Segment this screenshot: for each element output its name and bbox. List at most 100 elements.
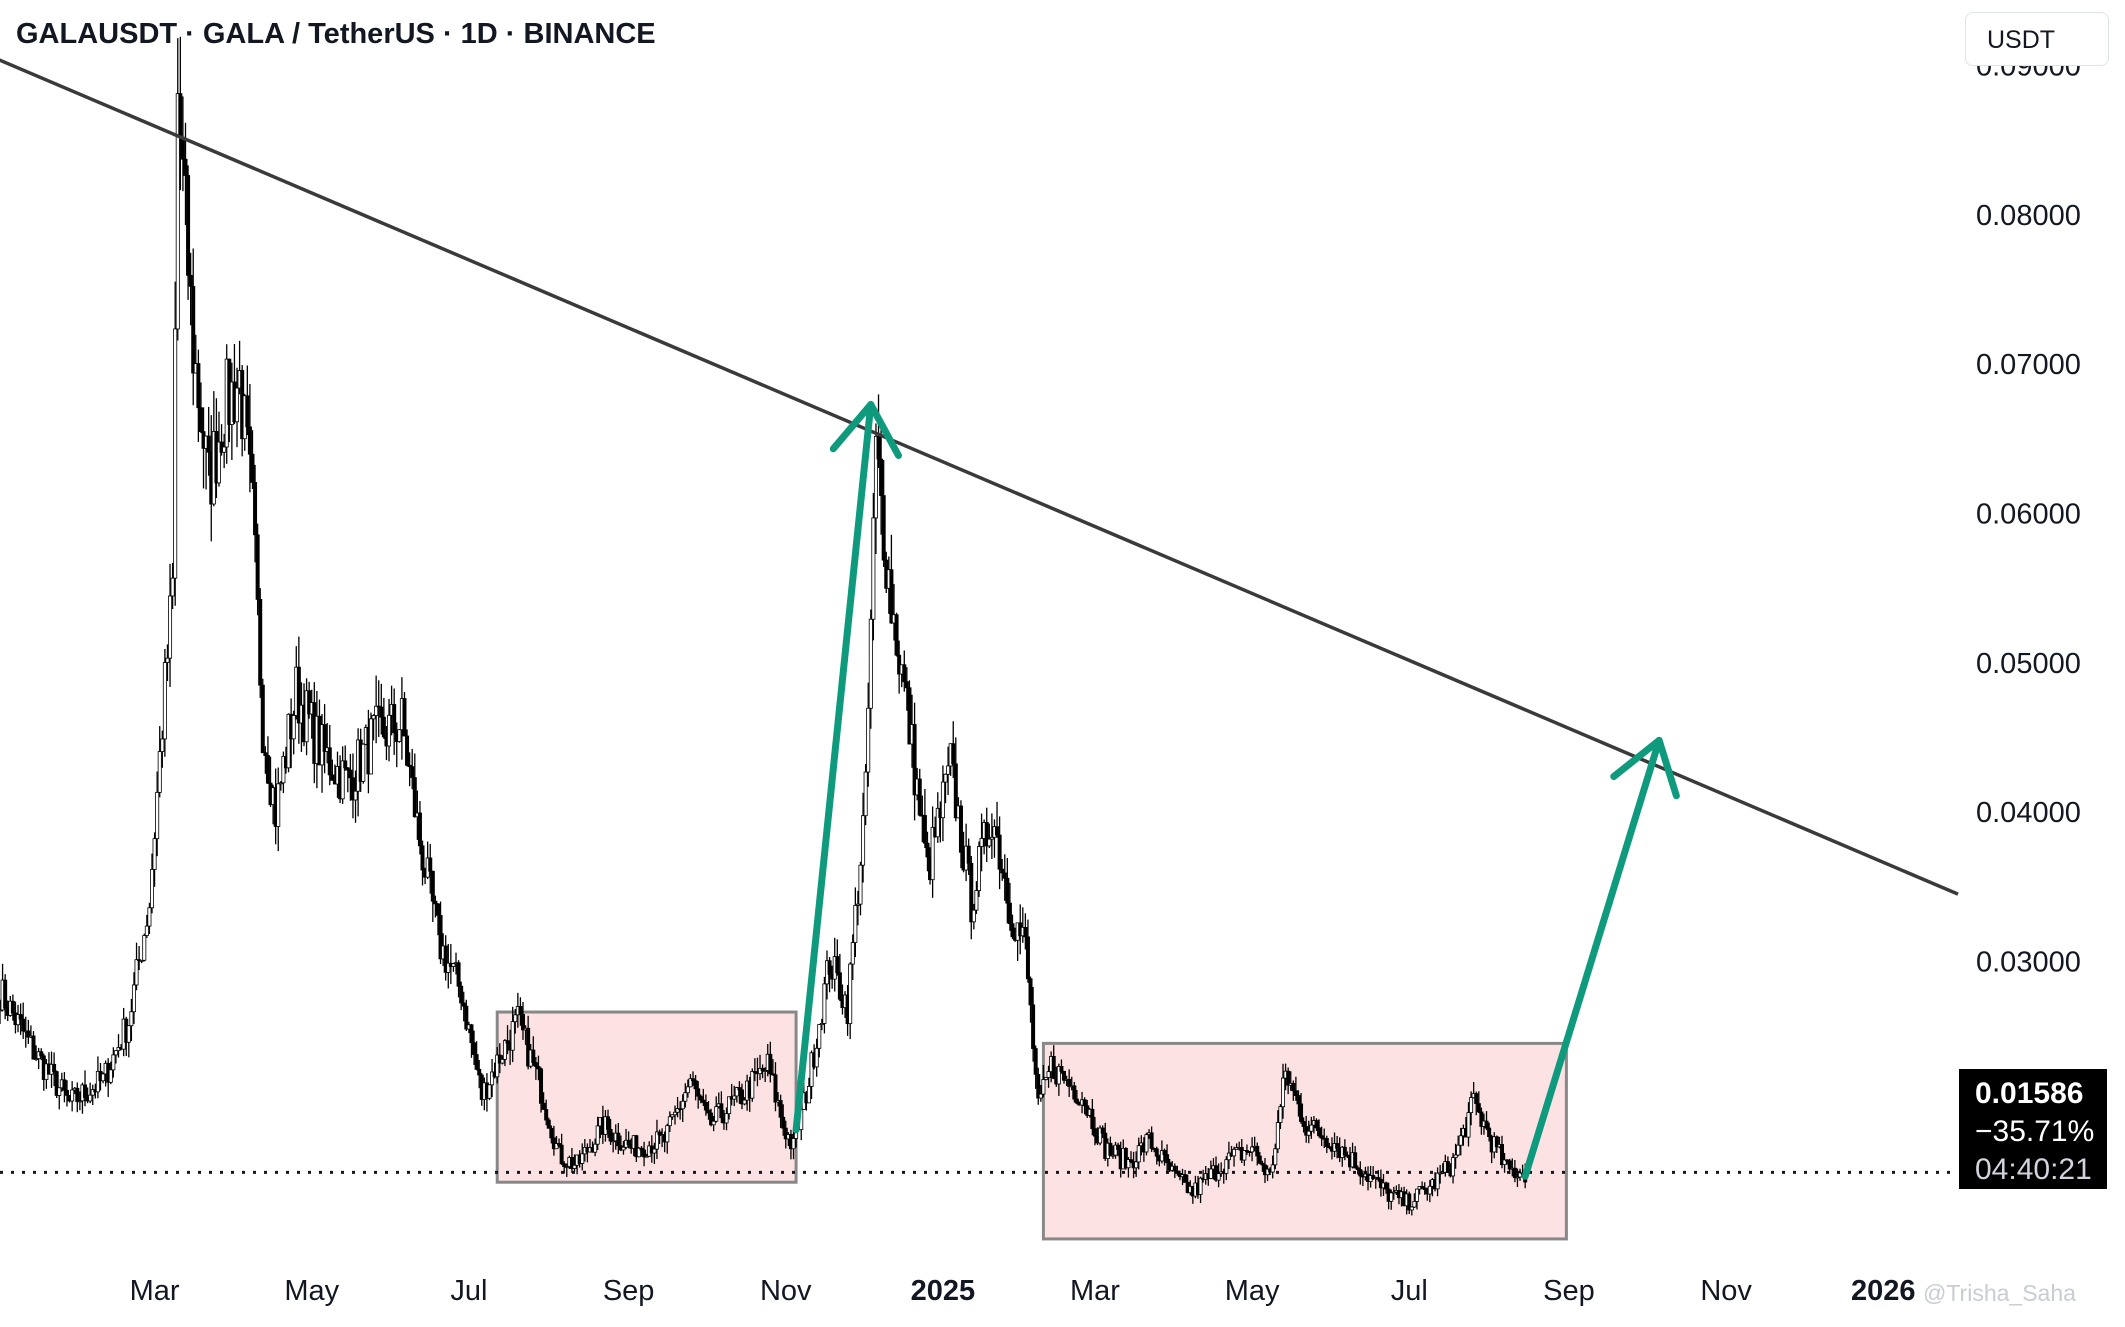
candle-body	[1291, 1082, 1296, 1092]
candle-body	[350, 777, 355, 801]
candle-body	[1098, 1127, 1103, 1144]
candle-body	[727, 1096, 732, 1115]
candle-body	[564, 1166, 569, 1168]
candle-body	[1183, 1174, 1188, 1183]
candle-body	[1214, 1165, 1219, 1181]
candle-body	[1275, 1122, 1280, 1150]
candle-body	[958, 805, 963, 853]
candle-body	[683, 1092, 688, 1102]
candle-body	[879, 458, 884, 496]
candle-body	[1067, 1078, 1072, 1087]
candle-body	[742, 1099, 747, 1105]
candle-body	[170, 577, 175, 597]
candle-body	[778, 1100, 783, 1118]
candle-body	[1474, 1093, 1479, 1104]
candle-body	[1108, 1142, 1113, 1156]
candle-body	[196, 363, 201, 409]
candle-body	[691, 1078, 696, 1082]
candle-body	[688, 1078, 693, 1088]
candle-body	[1110, 1154, 1115, 1157]
candle-body	[183, 158, 188, 176]
candle-body	[1250, 1146, 1255, 1153]
candle-body	[616, 1132, 621, 1147]
candle-body	[639, 1147, 644, 1151]
candle-body	[868, 618, 873, 709]
candle-body	[1358, 1169, 1363, 1177]
candle-body	[1226, 1152, 1231, 1161]
candle-body	[353, 790, 358, 801]
candle-body	[3, 979, 8, 1009]
candle-body	[134, 959, 139, 986]
candle-body	[64, 1089, 69, 1096]
candle-body	[1005, 877, 1010, 904]
x-tick-label: Mar	[1070, 1275, 1120, 1307]
candle-body	[1062, 1070, 1067, 1081]
candle-body	[1502, 1159, 1507, 1166]
candle-body	[173, 328, 178, 579]
bar-close-countdown: 04:40:21	[1975, 1153, 2092, 1186]
candle-body	[848, 963, 853, 1025]
candle-body	[77, 1100, 82, 1103]
candle-body	[18, 1014, 23, 1020]
candle-body	[853, 904, 858, 943]
candle-body	[1507, 1160, 1512, 1170]
candle-body	[368, 718, 373, 775]
candle-body	[361, 743, 366, 782]
candle-body	[39, 1051, 44, 1057]
candle-body	[304, 690, 309, 743]
candle-body	[327, 747, 332, 776]
candle-body	[654, 1131, 659, 1150]
candle-body	[428, 857, 433, 872]
author-watermark: @Trisha_Saha	[1923, 1280, 2076, 1306]
candle-body	[291, 715, 296, 740]
candle-body	[263, 752, 268, 756]
candle-body	[608, 1128, 613, 1142]
candle-body	[407, 764, 412, 768]
candle-body	[858, 864, 863, 905]
candle-body	[260, 684, 265, 754]
candle-body	[701, 1099, 706, 1103]
currency-selector-button[interactable]: USDT	[1965, 12, 2109, 66]
candle-body	[544, 1109, 549, 1121]
candle-body	[814, 1047, 819, 1068]
candle-body	[500, 1058, 505, 1064]
candle-body	[943, 773, 948, 783]
candle-body	[113, 1050, 118, 1056]
candle-body	[1505, 1159, 1510, 1162]
x-tick-label: Nov	[760, 1275, 812, 1307]
candle-body	[1466, 1112, 1471, 1138]
candle-body	[1046, 1071, 1051, 1078]
candle-body	[593, 1143, 598, 1153]
candle-body	[296, 666, 301, 724]
candle-body	[371, 715, 376, 720]
candle-body	[770, 1073, 775, 1076]
candle-body	[1002, 872, 1007, 879]
candle-body	[1116, 1144, 1121, 1150]
candle-body	[410, 766, 415, 779]
candle-body	[809, 1052, 814, 1087]
candle-body	[168, 595, 173, 659]
candle-body	[518, 1006, 523, 1015]
candle-body	[750, 1071, 755, 1099]
candle-body	[894, 614, 899, 656]
candle-body	[379, 706, 384, 718]
symbol-title: GALAUSDT · GALA / TetherUS · 1D · BINANC…	[16, 18, 656, 50]
candle-body	[680, 1100, 685, 1110]
candle-body	[1409, 1206, 1414, 1211]
candle-body	[835, 956, 840, 974]
candle-body	[101, 1073, 106, 1082]
candle-body	[281, 756, 286, 784]
candle-body	[1216, 1173, 1221, 1181]
candle-body	[155, 791, 160, 840]
candle-body	[984, 822, 989, 847]
candle-body	[1036, 1073, 1041, 1099]
candle-body	[711, 1120, 716, 1126]
candle-body	[250, 453, 255, 483]
x-tick-label: May	[1225, 1275, 1280, 1307]
candle-body	[456, 962, 461, 987]
candle-body	[247, 426, 252, 455]
x-tick-label: Jul	[450, 1275, 487, 1307]
candle-body	[490, 1071, 495, 1086]
candle-body	[670, 1114, 675, 1118]
